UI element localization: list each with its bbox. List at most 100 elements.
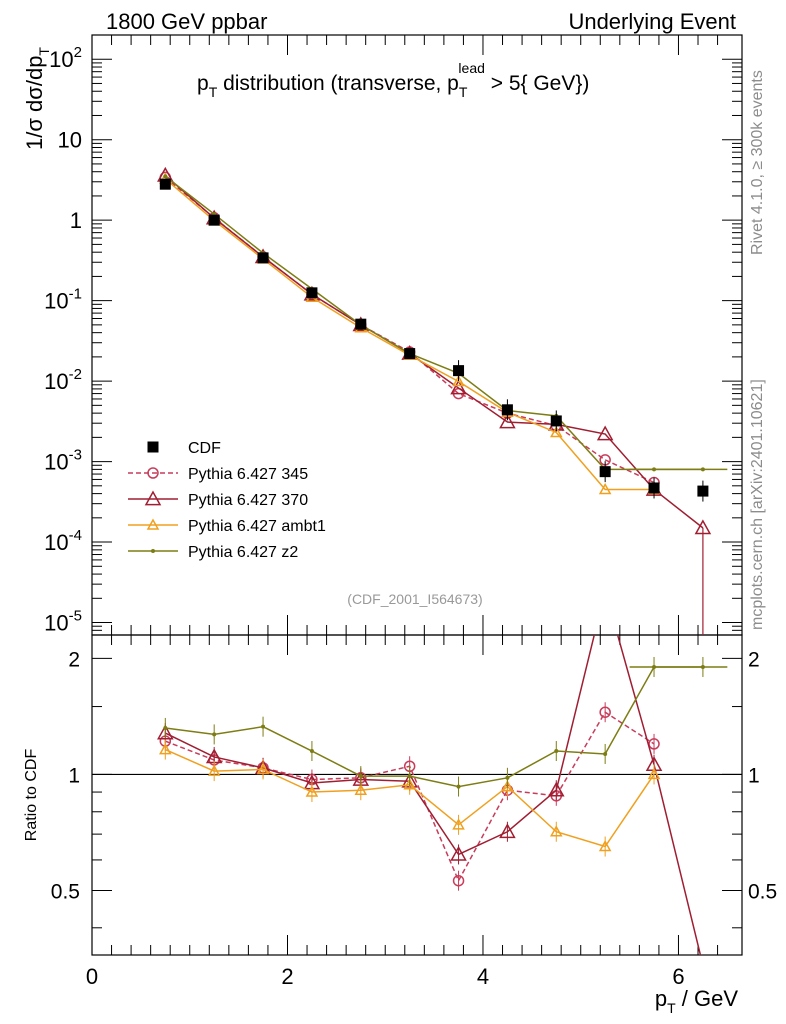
ratio-point	[647, 767, 661, 780]
series-point	[550, 425, 563, 438]
ratio-point	[598, 584, 612, 597]
cdf-point	[501, 404, 513, 416]
cdf-point	[453, 365, 465, 377]
ratio-point	[212, 732, 217, 737]
legend-label: Pythia 6.427 345	[188, 466, 308, 483]
series-point	[163, 174, 168, 179]
x-axis-label: pT / GeV	[655, 986, 738, 1016]
ratio-point	[603, 751, 608, 756]
series-point	[499, 413, 516, 429]
ratio-line-2	[164, 635, 702, 955]
ratio-y-label: Ratio to CDF	[23, 749, 40, 842]
legend-marker	[147, 467, 159, 479]
ratio-point	[501, 780, 514, 792]
series-line-2	[164, 174, 704, 529]
ratio-tick-label-right: 1	[748, 764, 760, 787]
y-tick-label: 10-4	[44, 527, 82, 555]
svg-text:1/σ dσ/dpT: 1/σ dσ/dpT	[22, 47, 52, 150]
ratio-tick-label: 1	[68, 764, 80, 787]
legend-marker	[144, 490, 162, 506]
y-tick-label: 10	[58, 128, 82, 153]
legend-marker	[146, 518, 160, 530]
ratio-point	[554, 749, 559, 754]
ratio-point	[354, 783, 368, 795]
series-point	[450, 379, 467, 395]
cdf-point	[257, 252, 269, 264]
ratio-y-axis: 0.5 0.5 1 1 2 2	[51, 648, 777, 929]
x-tick-label: 0	[86, 964, 98, 989]
ratio-point	[598, 839, 612, 852]
main-plot-data	[157, 166, 728, 635]
ratio-point	[403, 778, 416, 790]
y-tick-label: 1	[70, 208, 82, 233]
plot-title: pT distribution (transverse, pTlead > 5{…	[197, 60, 589, 100]
y-tick-label: 10-1	[44, 286, 82, 314]
ratio-point	[599, 706, 611, 718]
cdf-point	[404, 348, 416, 360]
mcplots-label: mcplots.cern.ch [arXiv:2401.10621]	[749, 379, 766, 630]
cdf-point	[648, 482, 660, 494]
legend-entry: Pythia 6.427 ambt1	[128, 518, 326, 535]
ratio-point	[550, 825, 563, 837]
analysis-id: (CDF_2001_I564673)	[347, 591, 482, 607]
ratio-point	[157, 724, 174, 740]
cdf-point	[306, 287, 318, 299]
ratio-point	[456, 784, 461, 789]
header-left: 1800 GeV ppbar	[106, 9, 267, 34]
ratio-point	[207, 764, 221, 776]
ratio-point	[407, 774, 412, 779]
cdf-point	[697, 485, 709, 497]
ratio-tick-label-right: 0.5	[748, 880, 777, 903]
header-right: Underlying Event	[568, 9, 736, 34]
ratio-point	[450, 845, 467, 861]
ratio-point	[505, 775, 510, 780]
ratio-point	[452, 818, 465, 830]
legend-label: Pythia 6.427 ambt1	[188, 518, 326, 535]
ratio-point	[452, 874, 465, 887]
series-point	[596, 425, 614, 441]
ratio-point	[256, 762, 270, 775]
x-tick-label: 2	[281, 964, 293, 989]
legend-entry: CDF	[147, 440, 221, 457]
legend-label: CDF	[188, 440, 221, 457]
ratio-point	[159, 743, 172, 755]
y-tick-label: 10-2	[44, 366, 82, 394]
legend-entry: Pythia 6.427 z2	[128, 544, 298, 561]
ratio-plot-data	[157, 584, 728, 955]
ratio-point	[163, 725, 168, 730]
legend-marker	[151, 549, 155, 553]
legend-entry: Pythia 6.427 345	[128, 466, 308, 483]
series-point	[452, 374, 465, 387]
y-tick-label: 10-5	[44, 608, 82, 636]
ratio-point	[309, 749, 314, 754]
legend-entry: Pythia 6.427 370	[128, 490, 308, 509]
series-line-4	[164, 175, 703, 471]
cdf-point	[550, 415, 562, 427]
ratio-line-1	[165, 711, 655, 883]
main-y-axis: 10-5 10-4 10-3 10-2 10-1 1 10 102	[44, 34, 742, 636]
x-tick-label: 6	[672, 964, 684, 989]
y-tick-label: 10-3	[44, 447, 82, 475]
ratio-point	[261, 724, 266, 729]
ratio-tick-label-right: 2	[748, 648, 760, 671]
ratio-tick-label: 0.5	[51, 880, 80, 903]
ratio-point	[358, 774, 363, 779]
ratio-plot-frame	[91, 634, 743, 956]
legend-label: Pythia 6.427 z2	[188, 544, 298, 561]
ratio-tick-label: 2	[68, 648, 80, 671]
x-tick-label: 4	[477, 964, 489, 989]
legend-label: Pythia 6.427 370	[188, 492, 308, 509]
cdf-point	[355, 318, 367, 330]
series-line-1	[164, 176, 655, 484]
ratio-point	[548, 781, 565, 797]
legend: CDF Pythia 6.427 345 Pythia 6.427 370 Pythi…	[128, 440, 326, 561]
ratio-point	[305, 785, 319, 797]
cdf-point	[599, 466, 611, 478]
legend-marker	[147, 441, 159, 453]
y-tick-label: 102	[49, 44, 82, 72]
series-point	[598, 482, 612, 495]
ratio-line-4	[165, 666, 703, 788]
x-axis: 0 2 4 6	[86, 35, 719, 989]
y-axis-label: 1/σ dσ/dpT	[22, 47, 52, 150]
